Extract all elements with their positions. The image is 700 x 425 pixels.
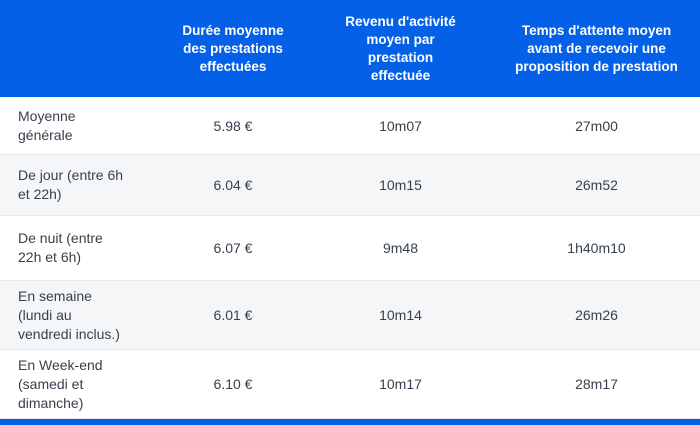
row-label: De jour (entre 6h et 22h) (18, 167, 124, 202)
column-header-duree-moyenne: Durée moyenne des prestations effectuées (182, 22, 284, 74)
table-row-de-nuit: De nuit (entre 22h et 6h) 6.07 € 9m48 1h… (0, 215, 700, 280)
cell-value: 10m07 (379, 117, 422, 134)
cell-value: 6.10 € (213, 376, 253, 392)
cell-value: 26m52 (575, 177, 618, 193)
cell-value: 10m15 (379, 177, 422, 193)
row-label: En semaine (lundi au vendredi inclus.) (18, 287, 120, 342)
cell-value: 6.07 € (213, 240, 253, 256)
next-section-header-strip (0, 419, 700, 425)
cell-value: 5.98 € (213, 117, 253, 134)
row-label: De nuit (entre 22h et 6h) (18, 230, 103, 265)
cell-value: 26m26 (575, 307, 618, 323)
cell-value: 1h40m10 (567, 240, 626, 256)
header-corner-cell (0, 0, 158, 97)
cell-value: 9m48 (382, 240, 419, 256)
cell-value: 6.04 € (213, 177, 253, 193)
table-row-moyenne-generale: Moyenne générale 5.98 € 10m07 27m00 (0, 97, 700, 154)
table-header-row: Durée moyenne des prestations effectuées… (0, 0, 700, 97)
cell-value: 28m17 (575, 376, 618, 392)
cell-value: 10m17 (379, 376, 422, 392)
cell-value: 10m14 (379, 307, 422, 323)
table-row-en-semaine: En semaine (lundi au vendredi inclus.) 6… (0, 280, 700, 349)
cell-value: 27m00 (575, 117, 618, 134)
table-row-en-weekend: En Week-end (samedi et dimanche) 6.10 € … (0, 349, 700, 419)
table-row-de-jour: De jour (entre 6h et 22h) 6.04 € 10m15 2… (0, 154, 700, 215)
column-header-revenu-activite: Revenu d'activité moyen par prestation e… (345, 13, 456, 83)
cell-value: 6.01 € (213, 307, 253, 323)
row-label: En Week-end (samedi et dimanche) (18, 356, 103, 411)
column-header-temps-attente: Temps d'attente moyen avant de recevoir … (515, 22, 678, 74)
row-label: Moyenne générale (18, 107, 76, 143)
